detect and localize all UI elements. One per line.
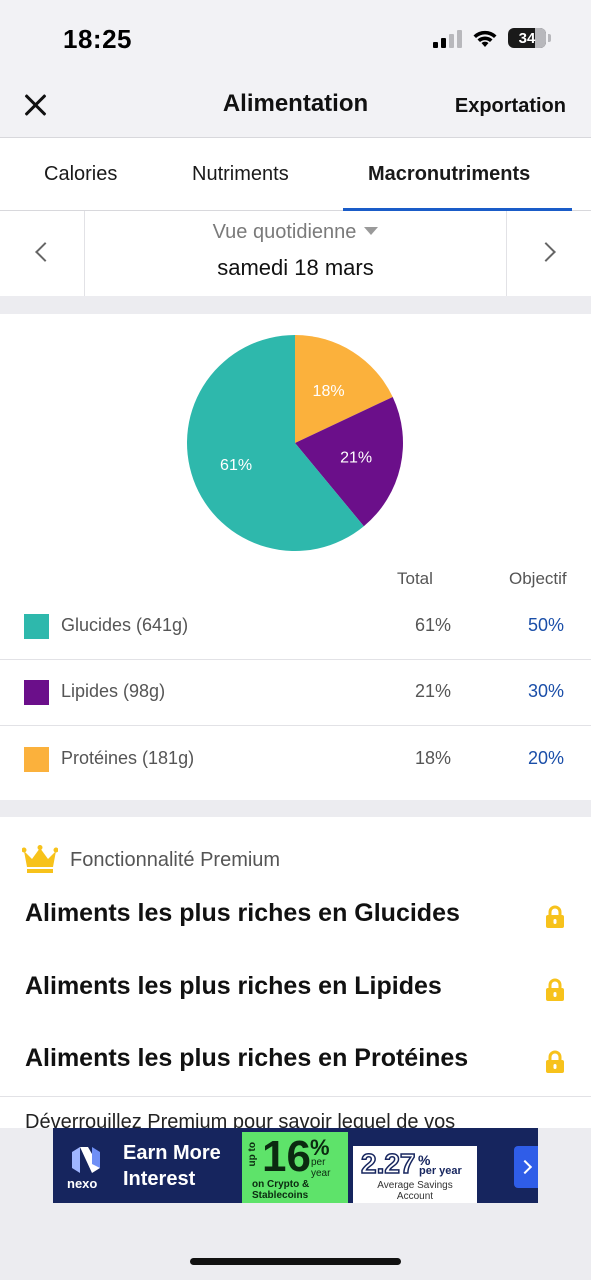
macro-row-glucides: Glucides (641g) 61% 50%: [0, 594, 591, 660]
ad-compare-suffix: per year: [419, 1165, 462, 1177]
status-time: 18:25: [63, 24, 132, 54]
view-mode-selector[interactable]: Vue quotidienne: [0, 221, 591, 244]
nav-bar: Alimentation Exportation: [0, 76, 591, 138]
ad-rate-note-1: on Crypto &: [252, 1179, 310, 1190]
section-separator: [0, 800, 591, 817]
home-indicator: [190, 1258, 401, 1265]
ad-rate-suffix: per year: [311, 1157, 330, 1179]
nexo-logo-icon: [72, 1147, 100, 1173]
pie-label: 21%: [340, 450, 372, 467]
next-day-button[interactable]: [506, 211, 591, 296]
ad-rate: 16: [262, 1132, 311, 1181]
ad-compare-box: 2.27 % per year Average Savings Account: [353, 1146, 477, 1203]
pie-label: 18%: [313, 383, 345, 400]
column-header-goal: Objectif: [509, 569, 567, 588]
ad-compare-rate: 2.27: [360, 1147, 416, 1180]
previous-day-button[interactable]: [0, 211, 85, 296]
proteines-color-swatch: [24, 747, 49, 772]
lock-icon: [546, 905, 564, 928]
tab-selected-indicator: [343, 208, 572, 211]
status-icons: 34: [433, 28, 551, 48]
premium-item-proteines[interactable]: Aliments les plus riches en Protéines: [25, 1044, 571, 1084]
lock-icon: [546, 978, 564, 1001]
glucides-color-swatch: [24, 614, 49, 639]
pie-label: 61%: [220, 457, 252, 474]
ad-headline-line-2: Interest: [123, 1168, 196, 1190]
close-icon[interactable]: [20, 90, 50, 120]
tab-macronutriments[interactable]: Macronutriments: [368, 163, 531, 185]
ad-banner[interactable]: nexo Earn More Interest up to 16 % per y…: [53, 1128, 538, 1203]
ad-chevron-right-icon[interactable]: [514, 1146, 538, 1188]
date-navigator: Vue quotidienne samedi 18 mars: [0, 211, 591, 296]
premium-feature-label: Fonctionnalité Premium: [70, 849, 281, 871]
macro-goal[interactable]: 50%: [528, 615, 565, 635]
chevron-right-icon: [536, 242, 556, 262]
ad-compare-note-1: Average Savings: [377, 1180, 453, 1191]
ad-headline: Earn More Interest: [123, 1140, 221, 1192]
ad-rate-box: up to 16 % per year on Crypto & Stableco…: [242, 1132, 348, 1203]
current-date: samedi 18 mars: [217, 255, 374, 280]
ad-rate-suffix-1: per: [311, 1157, 326, 1168]
macronutrient-pie-chart: 18% 21% 61%: [186, 335, 403, 551]
premium-item-glucides[interactable]: Aliments les plus riches en Glucides: [25, 899, 571, 939]
status-bar: 18:25 34: [0, 0, 591, 76]
macro-row-proteines: Protéines (181g) 18% 20%: [0, 727, 591, 793]
ad-up-to: up to: [247, 1142, 258, 1167]
ad-brand: nexo: [67, 1176, 98, 1191]
ad-compare-note-2: Account: [396, 1191, 434, 1202]
ad-rate-note-2: Stablecoins: [252, 1190, 309, 1201]
macro-name: Glucides (641g): [61, 615, 189, 635]
ad-rate-suffix-2: year: [311, 1168, 331, 1179]
macro-total: 21%: [415, 681, 452, 701]
ad-rate-note: on Crypto & Stablecoins: [252, 1179, 309, 1201]
ad-headline-line-1: Earn More: [123, 1142, 221, 1164]
macro-name: Lipides (98g): [61, 681, 166, 701]
premium-item-lipides[interactable]: Aliments les plus riches en Lipides: [25, 972, 571, 1012]
macro-name: Protéines (181g): [61, 748, 195, 768]
macro-total: 18%: [415, 748, 452, 768]
column-header-total: Total: [397, 569, 433, 588]
macronutrient-card: 18% 21% 61% Total Objectif Glucides (641g)…: [0, 314, 591, 800]
tab-nutriments[interactable]: Nutriments: [192, 163, 289, 185]
ad-rate-pct: %: [310, 1135, 330, 1160]
section-separator: [0, 296, 591, 314]
premium-item-text: Aliments les plus riches en Lipides: [25, 972, 442, 1000]
macro-total: 61%: [415, 615, 452, 635]
export-button[interactable]: Exportation: [454, 95, 566, 117]
ad-compare-note: Average Savings Account: [353, 1180, 477, 1202]
lipides-color-swatch: [24, 680, 49, 705]
premium-item-text: Aliments les plus riches en Glucides: [25, 899, 460, 927]
macro-goal[interactable]: 30%: [528, 681, 565, 701]
pie-slice-lipides: [295, 397, 403, 527]
premium-item-text: Aliments les plus riches en Protéines: [25, 1044, 469, 1072]
caret-down-icon: [364, 226, 379, 235]
battery-level: 34: [518, 29, 536, 47]
ad-area: nexo Earn More Interest up to 16 % per y…: [0, 1128, 591, 1280]
divider: [0, 1096, 591, 1097]
pie-slice-proteines: [295, 335, 393, 443]
view-mode-label: Vue quotidienne: [212, 221, 357, 243]
crown-icon: [22, 845, 58, 873]
premium-section: Fonctionnalité Premium Aliments les plus…: [0, 817, 591, 1128]
wifi-icon: [473, 30, 497, 47]
cellular-signal-icon: [433, 28, 462, 48]
pie-slice-glucides: [186, 335, 364, 551]
lock-icon: [546, 1050, 564, 1073]
tab-bar: Calories Nutriments Macronutriments: [0, 139, 591, 211]
battery-icon: 34: [508, 28, 546, 48]
macro-goal[interactable]: 20%: [528, 748, 565, 768]
macro-row-lipides: Lipides (98g) 21% 30%: [0, 660, 591, 726]
ad-compare-pct: %: [418, 1152, 431, 1168]
tab-calories[interactable]: Calories: [44, 163, 118, 185]
premium-description: Déverrouillez Premium pour savoir lequel…: [25, 1111, 456, 1128]
